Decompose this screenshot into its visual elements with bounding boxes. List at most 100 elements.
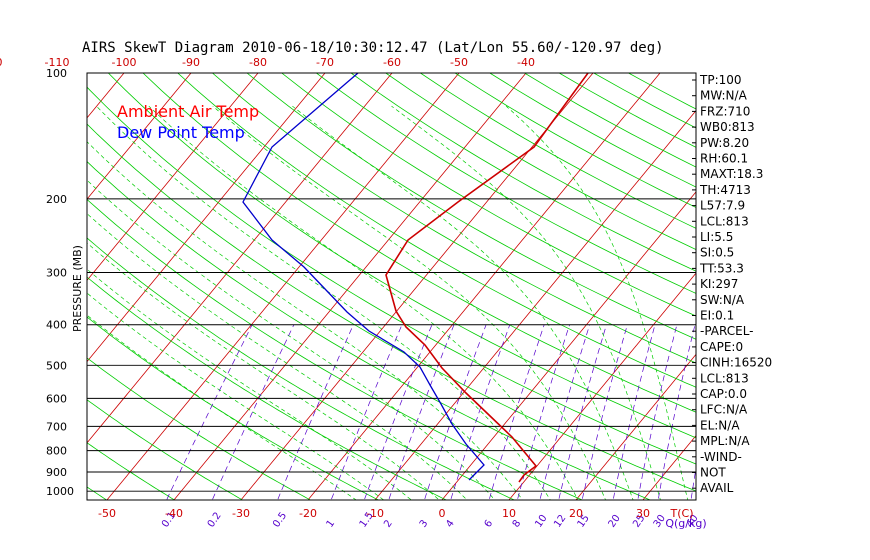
dry-adiabat-line bbox=[558, 73, 696, 148]
pressure-tick-label: 200 bbox=[46, 193, 67, 206]
bottom-temp-tick-label: 10 bbox=[502, 507, 516, 520]
dry-adiabat-line bbox=[87, 86, 696, 465]
side-index-label: MPL:N/A bbox=[700, 434, 750, 448]
side-index-label: CAP:0.0 bbox=[700, 387, 747, 401]
side-index-label: MW:N/A bbox=[700, 89, 748, 103]
side-index-label: -WIND- bbox=[700, 450, 742, 464]
isotherm-line bbox=[87, 73, 326, 363]
mixing-ratio-line bbox=[388, 324, 455, 500]
mixing-ratio-tick-label: 12 bbox=[552, 513, 568, 530]
isotherm-line bbox=[106, 73, 460, 500]
isotherm-line bbox=[770, 33, 870, 509]
isotherm-line bbox=[642, 435, 696, 500]
mixing-ratio-line bbox=[363, 324, 433, 500]
dry-adiabat-line bbox=[107, 73, 696, 439]
mixing-ratio-tick-label: 4 bbox=[444, 518, 457, 530]
mixing-ratio-tick-label: 0.5 bbox=[271, 510, 289, 529]
mixing-ratio-line bbox=[424, 324, 487, 500]
dry-adiabat-line bbox=[523, 73, 696, 168]
moist-adiabat-line bbox=[87, 292, 385, 500]
top-temp-tick-label: -80 bbox=[249, 56, 267, 69]
bottom-temp-tick-label: 30 bbox=[636, 507, 650, 520]
side-index-label: PW:8.20 bbox=[700, 136, 749, 150]
isotherm-line bbox=[240, 73, 594, 500]
mixing-ratio-tick-label: 2 bbox=[382, 518, 395, 530]
side-index-label: CINH:16520 bbox=[700, 356, 772, 370]
bottom-temp-tick-label: -30 bbox=[232, 507, 250, 520]
moist-adiabat-line bbox=[87, 141, 524, 500]
pressure-tick-label: 800 bbox=[46, 445, 67, 458]
pressure-tick-label: 100 bbox=[46, 67, 67, 80]
bottom-temp-tick-label: -50 bbox=[98, 507, 116, 520]
mixing-ratio-tick-label: 0.2 bbox=[206, 510, 224, 529]
dry-adiabat-line bbox=[385, 73, 696, 250]
side-index-label: WB0:813 bbox=[700, 120, 755, 134]
plot-frame bbox=[86, 72, 697, 501]
moist-adiabat-line bbox=[87, 268, 412, 500]
pressure-tick-label: 400 bbox=[46, 319, 67, 332]
mixing-ratio-line bbox=[612, 324, 656, 500]
isotherm-line bbox=[575, 353, 696, 500]
dry-adiabat-line bbox=[87, 161, 652, 500]
moist-adiabat-line bbox=[87, 213, 468, 500]
moist-adiabat-line bbox=[148, 105, 579, 500]
isotherm-line bbox=[508, 272, 696, 500]
side-index-label: LCL:813 bbox=[700, 214, 749, 228]
mixing-ratio-line bbox=[637, 324, 678, 500]
side-index-label: TP:100 bbox=[699, 73, 742, 87]
side-index-label: CAPE:0 bbox=[700, 340, 743, 354]
side-index-label: AVAIL bbox=[700, 481, 734, 495]
bottom-temp-unit-label: T(C) bbox=[670, 507, 694, 520]
dry-adiabat-line bbox=[350, 73, 696, 272]
dry-adiabat-line bbox=[0, 33, 51, 509]
pressure-tick-label: 700 bbox=[46, 420, 67, 433]
side-index-label: FRZ:710 bbox=[700, 104, 750, 118]
mixing-ratio-line bbox=[488, 324, 545, 500]
moist-adiabat-line bbox=[212, 105, 606, 500]
mixing-ratio-tick-label: 3 bbox=[418, 518, 431, 530]
top-temp-tick-label: -60 bbox=[383, 56, 401, 69]
side-index-label: SW:N/A bbox=[700, 293, 745, 307]
side-index-label: LI:5.5 bbox=[700, 230, 733, 244]
isotherm-line bbox=[0, 33, 23, 509]
isotherm-line bbox=[307, 73, 661, 500]
side-index-label: RH:60.1 bbox=[700, 152, 748, 166]
dry-adiabat-line bbox=[315, 73, 696, 294]
moist-adiabat-line bbox=[87, 242, 440, 500]
dry-adiabat-line bbox=[87, 442, 176, 500]
dry-adiabat-line bbox=[87, 237, 516, 500]
mixing-ratio-tick-label: 10 bbox=[533, 513, 549, 530]
isotherm-line bbox=[87, 73, 192, 200]
dry-adiabat-line bbox=[87, 198, 584, 500]
dew-point-line bbox=[242, 73, 485, 481]
side-index-label: SI:0.5 bbox=[700, 246, 734, 260]
top-temp-tick-label: -110 bbox=[45, 56, 70, 69]
side-index-label: EL:N/A bbox=[700, 418, 740, 432]
mixing-ratio-line bbox=[330, 324, 403, 500]
pressure-tick-label: 1000 bbox=[46, 485, 74, 498]
top-temp-tick-label: -120 bbox=[0, 56, 2, 69]
pressure-tick-label: 300 bbox=[46, 267, 67, 280]
side-index-label: TT:53.3 bbox=[699, 261, 744, 275]
pressure-tick-label: 600 bbox=[46, 392, 67, 405]
side-index-label: TH:4713 bbox=[699, 183, 751, 197]
moist-adiabat-line bbox=[87, 314, 357, 500]
isotherm-line bbox=[87, 73, 259, 282]
dry-adiabat-line bbox=[87, 399, 244, 500]
mixing-ratio-unit-label: Q(g/kg) bbox=[665, 517, 706, 530]
isotherm-line bbox=[837, 33, 870, 509]
dry-adiabat-line bbox=[593, 73, 696, 129]
dry-adiabat-line bbox=[87, 357, 312, 500]
y-axis-label: PRESSURE (MB) bbox=[71, 245, 84, 332]
dry-adiabat-line bbox=[87, 276, 448, 500]
pressure-tick-label: 900 bbox=[46, 466, 67, 479]
mixing-ratio-tick-label: 8 bbox=[511, 518, 524, 530]
dry-adiabat-line bbox=[177, 73, 696, 388]
mixing-ratio-line bbox=[581, 324, 628, 500]
mixing-ratio-line bbox=[211, 324, 295, 500]
legend-ambient-air-temp: Ambient Air Temp bbox=[117, 102, 259, 121]
mixing-ratio-tick-label: 1 bbox=[325, 518, 338, 530]
mixing-ratio-line bbox=[166, 324, 253, 500]
isotherm-line bbox=[87, 73, 393, 444]
